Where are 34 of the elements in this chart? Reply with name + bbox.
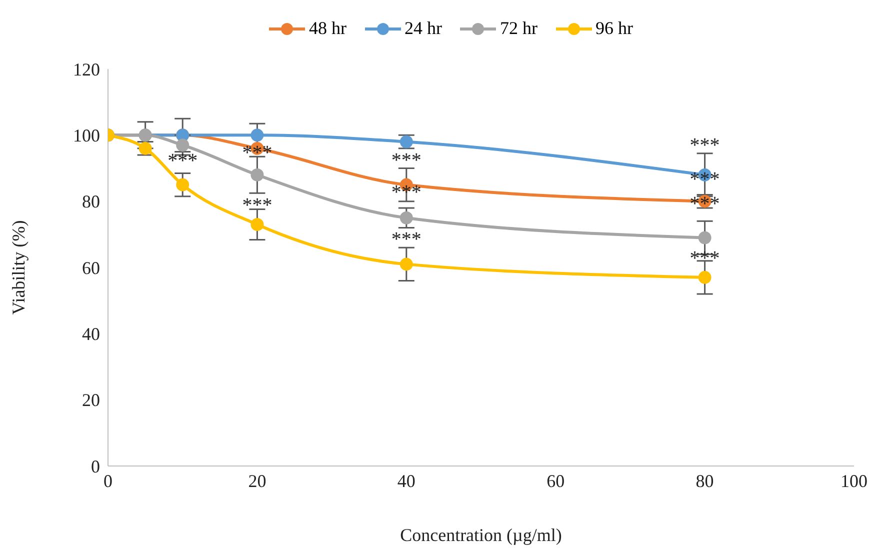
point bbox=[698, 231, 712, 244]
y-tick-label: 60 bbox=[82, 258, 100, 278]
annotation: *** bbox=[168, 150, 198, 172]
x-tick-label: 20 bbox=[248, 470, 266, 491]
legend-label: 72 hr bbox=[500, 18, 538, 39]
x-tick-label: 40 bbox=[397, 470, 416, 491]
y-tick-label: 120 bbox=[73, 59, 100, 80]
point bbox=[698, 270, 712, 284]
legend-label: 48 hr bbox=[309, 18, 346, 39]
y-tick-label: 40 bbox=[82, 324, 100, 344]
point bbox=[176, 138, 190, 152]
y-tick-label: 100 bbox=[73, 126, 100, 146]
point bbox=[250, 218, 264, 231]
x-tick-label: 0 bbox=[104, 470, 112, 491]
y-tick-label: 80 bbox=[82, 192, 100, 212]
point bbox=[400, 258, 413, 271]
point bbox=[250, 168, 264, 182]
point bbox=[176, 178, 190, 192]
y-tick-label: 20 bbox=[82, 390, 100, 410]
annotation: *** bbox=[690, 248, 720, 270]
legend-label: 96 hr bbox=[596, 18, 633, 39]
x-tick-label: 60 bbox=[546, 470, 565, 491]
annotation: *** bbox=[690, 134, 720, 156]
x-tick-label: 80 bbox=[696, 470, 714, 491]
point bbox=[250, 128, 264, 142]
annotation: *** bbox=[391, 149, 422, 172]
x-tick-label: 100 bbox=[840, 470, 868, 491]
annotation: *** bbox=[391, 228, 422, 251]
annotation: *** bbox=[242, 194, 272, 217]
x-axis-title: Concentration (µg/ml) bbox=[400, 525, 562, 545]
y-tick-label: 0 bbox=[91, 456, 100, 476]
y-axis-title: Viability (%) bbox=[8, 220, 28, 315]
legend-label: 24 hr bbox=[404, 18, 442, 39]
point bbox=[400, 211, 413, 224]
